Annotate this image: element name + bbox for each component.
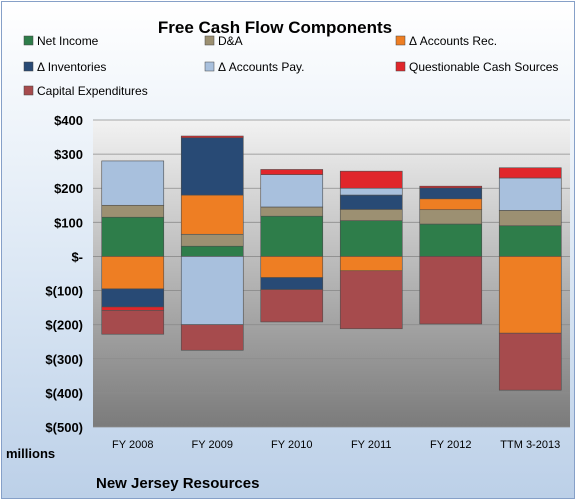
- bar-inventories-fy-2008: [101, 288, 165, 308]
- bar-accounts-pay-fy-2011: [339, 187, 403, 196]
- bar-d-a-fy-2012: [419, 209, 483, 225]
- legend-item-capital-expenditures: Capital Expenditures: [23, 84, 148, 98]
- legend-label: Δ Inventories: [37, 60, 106, 74]
- bar-accounts-rec-fy-2009: [180, 194, 244, 235]
- legend-label: D&A: [218, 34, 243, 48]
- bar-net-income-fy-2010: [260, 215, 324, 257]
- y-tick-label: $100: [54, 215, 83, 230]
- legend-swatch: [23, 35, 34, 46]
- legend: Net Income D&A Δ Accounts Rec. Δ Inventorie…: [23, 34, 558, 98]
- legend-item-accounts-rec: Δ Accounts Rec.: [395, 34, 497, 48]
- legend-swatch: [23, 85, 34, 96]
- bar-accounts-pay-fy-2008: [101, 160, 165, 206]
- bar-questionable-cash-sources-fy-2008: [101, 306, 165, 311]
- bar-accounts-pay-fy-2009: [180, 256, 244, 325]
- legend-label: Δ Accounts Rec.: [409, 34, 497, 48]
- y-tick-label: $200: [54, 181, 83, 196]
- bar-accounts-rec-fy-2011: [339, 256, 403, 272]
- x-tick-label: FY 2008: [112, 439, 153, 451]
- bar-questionable-cash-sources-ttm-3-2013: [498, 167, 562, 179]
- x-tick-label: TTM 3-2013: [500, 439, 560, 451]
- bar-capital-expenditures-ttm-3-2013: [498, 332, 562, 391]
- legend-item-questionable-cash-sources: Questionable Cash Sources: [395, 60, 558, 74]
- y-tick-label: $(100): [45, 284, 83, 299]
- y-tick-label: $400: [54, 113, 83, 128]
- legend-item-d-a: D&A: [204, 34, 243, 48]
- x-tick-label: FY 2010: [271, 439, 312, 451]
- bar-accounts-rec-ttm-3-2013: [498, 256, 562, 334]
- legend-swatch: [204, 35, 215, 46]
- legend-label: Questionable Cash Sources: [409, 60, 558, 74]
- bar-capital-expenditures-fy-2008: [101, 310, 165, 335]
- bar-accounts-rec-fy-2012: [419, 198, 483, 211]
- legend-swatch: [395, 61, 406, 72]
- y-tick-label: $-: [71, 249, 83, 264]
- bar-inventories-fy-2010: [260, 277, 324, 290]
- bar-accounts-rec-fy-2008: [101, 256, 165, 290]
- units-label: millions: [6, 446, 55, 461]
- bar-questionable-cash-sources-fy-2011: [339, 170, 403, 189]
- bar-accounts-rec-fy-2010: [260, 256, 324, 278]
- legend-item-inventories: Δ Inventories: [23, 60, 106, 74]
- y-axis: $400 $300 $200 $100 $- $(100) $(200) $(300) $(40…: [45, 113, 83, 435]
- y-tick-label: $300: [54, 147, 83, 162]
- bar-inventories-fy-2012: [419, 187, 483, 200]
- bar-d-a-fy-2010: [260, 206, 324, 217]
- bar-questionable-cash-sources-fy-2010: [260, 169, 324, 175]
- bar-capital-expenditures-fy-2009: [180, 324, 244, 351]
- gridlines: [93, 119, 570, 428]
- legend-label: Δ Accounts Pay.: [218, 60, 305, 74]
- bar-net-income-fy-2011: [339, 220, 403, 257]
- bar-d-a-ttm-3-2013: [498, 210, 562, 227]
- x-tick-label: FY 2009: [192, 439, 233, 451]
- y-tick-label: $(200): [45, 318, 83, 333]
- legend-swatch: [23, 61, 34, 72]
- bar-inventories-fy-2009: [180, 137, 244, 196]
- y-tick-label: $(400): [45, 386, 83, 401]
- x-tick-label: FY 2012: [430, 439, 471, 451]
- bar-d-a-fy-2009: [180, 233, 244, 247]
- bar-inventories-fy-2011: [339, 194, 403, 210]
- bar-net-income-fy-2008: [101, 216, 165, 257]
- legend-label: Net Income: [37, 34, 99, 48]
- bar-net-income-ttm-3-2013: [498, 225, 562, 257]
- x-axis: FY 2008 FY 2009 FY 2010 FY 2011 FY 2012 TTM 3…: [112, 439, 560, 451]
- bars: [101, 135, 562, 391]
- legend-item-accounts-pay: Δ Accounts Pay.: [204, 60, 305, 74]
- bar-capital-expenditures-fy-2010: [260, 289, 324, 323]
- bar-d-a-fy-2011: [339, 209, 403, 221]
- bar-questionable-cash-sources-fy-2009: [180, 135, 244, 139]
- legend-label: Capital Expenditures: [37, 84, 148, 98]
- legend-swatch: [204, 61, 215, 72]
- chart-title: Free Cash Flow Components: [158, 18, 392, 37]
- company-name: New Jersey Resources: [96, 475, 259, 492]
- legend-item-net-income: Net Income: [23, 34, 99, 48]
- bar-accounts-pay-ttm-3-2013: [498, 177, 562, 211]
- x-tick-label: FY 2011: [351, 439, 392, 451]
- plot-area: [93, 120, 570, 427]
- bar-d-a-fy-2008: [101, 204, 165, 218]
- bar-capital-expenditures-fy-2011: [339, 270, 403, 330]
- bar-capital-expenditures-fy-2012: [419, 256, 483, 325]
- y-tick-label: $(300): [45, 352, 83, 367]
- bar-net-income-fy-2012: [419, 223, 483, 257]
- bar-questionable-cash-sources-fy-2012: [419, 185, 483, 189]
- y-tick-label: $(500): [45, 420, 83, 435]
- bar-net-income-fy-2009: [180, 245, 244, 257]
- legend-swatch: [395, 35, 406, 46]
- bar-accounts-pay-fy-2010: [260, 174, 324, 208]
